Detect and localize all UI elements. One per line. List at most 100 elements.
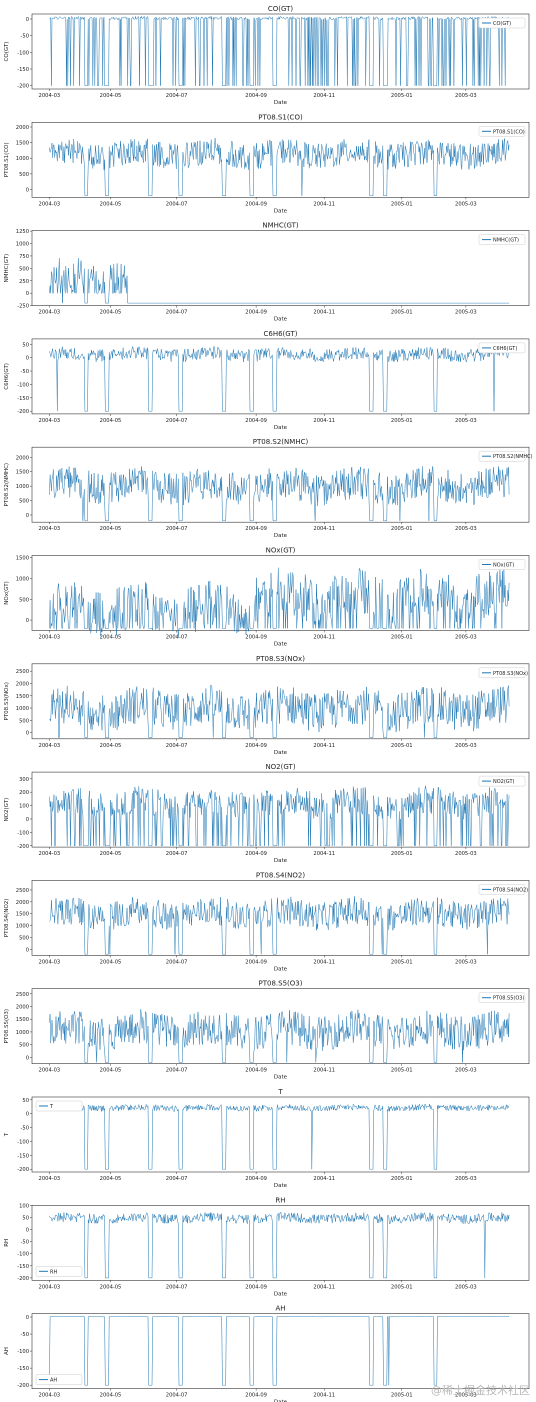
plot-area xyxy=(31,1313,530,1389)
x-tick-label: 2004-07 xyxy=(166,743,188,749)
legend: PT08.S4(NO2) xyxy=(478,884,528,895)
x-tick-label: 2004-03 xyxy=(39,959,61,965)
x-tick-label: 2004-11 xyxy=(313,310,335,316)
subplot-1: CO(GT) 0 -50 -100 -150 -200 2004-03 2004-05 2004… xyxy=(4,5,530,106)
x-tick-label: 2005-03 xyxy=(455,1284,477,1290)
x-tick-label: 2004-09 xyxy=(245,851,267,857)
x-axis-label: Date xyxy=(274,750,288,756)
legend: NO2(GT) xyxy=(478,775,526,787)
x-tick-label: 2005-01 xyxy=(391,959,413,965)
x-axis-label: Date xyxy=(274,1400,288,1402)
legend-box xyxy=(478,667,526,679)
y-tick-label: 0 xyxy=(26,947,29,953)
y-tick-label: 250 xyxy=(19,279,29,285)
plot-area xyxy=(31,988,530,1065)
y-tick-label: 1500 xyxy=(16,694,29,700)
legend-box xyxy=(35,1100,83,1112)
legend-box xyxy=(478,559,526,570)
legend-label: PT08.S4(NO2) xyxy=(493,887,528,893)
subplot-title: CO(GT) xyxy=(268,5,294,13)
y-tick-label: 2000 xyxy=(16,455,29,461)
y-tick-label: 100 xyxy=(19,804,29,810)
x-tick-label: 2005-01 xyxy=(391,635,413,641)
x-tick-label: 2004-03 xyxy=(39,1393,61,1399)
x-tick-label: 2005-03 xyxy=(455,201,477,207)
subplot-12: RH 100 50 0 -50 -100 -150 -200 2004-03 2004-05 200… xyxy=(4,1196,530,1297)
x-tick-label: 2004-11 xyxy=(313,1393,335,1399)
plot-area xyxy=(31,230,530,306)
subplot-title: NMHC(GT) xyxy=(262,222,299,230)
y-tick-label: 1500 xyxy=(16,141,29,147)
y-tick-label: 2500 xyxy=(16,669,29,675)
x-tick-label: 2004-05 xyxy=(100,851,122,857)
x-tick-label: 2005-03 xyxy=(455,93,477,99)
x-tick-label: 2004-03 xyxy=(39,743,61,749)
y-tick-label: 50 xyxy=(22,1215,29,1221)
x-tick-label: 2004-05 xyxy=(100,310,122,316)
y-tick-label: -100 xyxy=(17,830,29,836)
series-line xyxy=(49,1103,510,1170)
x-tick-label: 2004-09 xyxy=(245,1284,267,1290)
y-tick-label: 1000 xyxy=(16,1030,29,1036)
legend-box xyxy=(478,884,526,895)
subplot-8: NO2(GT) 300 200 100 0 -100 -200 2004-03 2004-05 2… xyxy=(4,763,530,864)
x-tick-label: 2004-07 xyxy=(166,1393,188,1399)
y-tick-label: 500 xyxy=(19,172,29,178)
y-tick-label: 0 xyxy=(26,1315,29,1321)
y-tick-label: -100 xyxy=(17,1252,29,1258)
x-tick-label: 2004-09 xyxy=(245,959,267,965)
x-tick-label: 2004-05 xyxy=(100,1176,122,1182)
y-tick-label: -200 xyxy=(17,1167,29,1173)
x-tick-label: 2004-07 xyxy=(166,635,188,641)
x-axis-label: Date xyxy=(274,1183,288,1189)
x-tick-label: 2004-11 xyxy=(313,635,335,641)
y-tick-label: 500 xyxy=(19,499,29,505)
series-line xyxy=(49,785,510,847)
y-tick-label: 500 xyxy=(19,936,29,942)
plot-area xyxy=(31,13,530,90)
plot-area xyxy=(31,771,530,848)
x-tick-label: 2004-11 xyxy=(313,851,335,857)
y-tick-label: 0 xyxy=(26,1227,29,1233)
x-axis-label: Date xyxy=(274,1291,288,1297)
y-tick-label: 1500 xyxy=(16,1017,29,1023)
y-tick-label: 2500 xyxy=(16,992,29,998)
legend-label: RH xyxy=(50,1269,57,1275)
y-tick-label: -100 xyxy=(17,50,29,56)
x-tick-label: 2004-03 xyxy=(39,635,61,641)
y-tick-label: -200 xyxy=(17,1383,29,1389)
x-tick-label: 2005-03 xyxy=(455,1068,477,1074)
legend-box xyxy=(35,1266,83,1277)
x-tick-label: 2005-01 xyxy=(391,310,413,316)
y-tick-label: 1500 xyxy=(16,912,29,918)
subplot-title: T xyxy=(277,1088,283,1096)
plot-area xyxy=(31,555,530,631)
x-tick-label: 2005-01 xyxy=(391,418,413,424)
series-line xyxy=(49,896,510,955)
x-tick-label: 2005-01 xyxy=(391,526,413,532)
y-tick-label: -50 xyxy=(21,1332,29,1338)
y-tick-label: -150 xyxy=(17,396,29,402)
x-tick-label: 2004-07 xyxy=(166,93,188,99)
x-tick-label: 2004-11 xyxy=(313,1284,335,1290)
x-tick-label: 2004-09 xyxy=(245,93,267,99)
y-axis-label: NOx(GT) xyxy=(4,581,10,604)
y-tick-label: -200 xyxy=(17,84,29,90)
y-tick-label: 500 xyxy=(19,1043,29,1049)
x-tick-label: 2004-03 xyxy=(39,93,61,99)
x-tick-label: 2004-09 xyxy=(245,1068,267,1074)
x-axis-label: Date xyxy=(274,642,288,648)
watermark: @稀土掘金技术社区 xyxy=(431,1384,530,1397)
x-tick-label: 2004-09 xyxy=(245,310,267,316)
x-tick-label: 2004-11 xyxy=(313,743,335,749)
y-tick-label: -100 xyxy=(17,382,29,388)
legend: T xyxy=(35,1100,83,1112)
legend: NOx(GT) xyxy=(478,559,526,570)
x-tick-label: 2004-11 xyxy=(313,201,335,207)
legend-box xyxy=(478,342,526,354)
x-tick-label: 2004-09 xyxy=(245,1176,267,1182)
x-tick-label: 2005-01 xyxy=(391,93,413,99)
y-tick-label: 2500 xyxy=(16,888,29,894)
legend-box xyxy=(478,775,526,787)
x-tick-label: 2005-03 xyxy=(455,526,477,532)
